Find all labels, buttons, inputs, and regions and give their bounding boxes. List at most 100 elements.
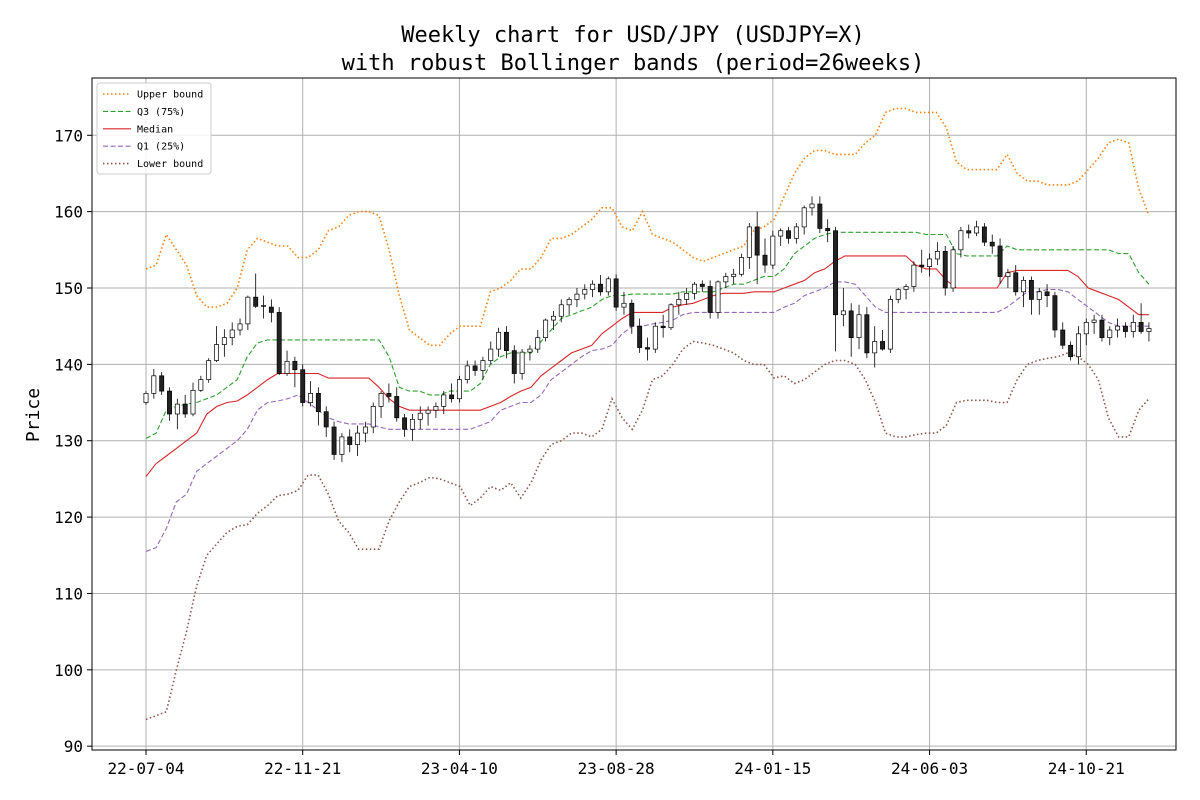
candle-body — [958, 230, 964, 251]
candle-body — [535, 337, 541, 350]
y-tick-label: 120 — [54, 508, 83, 527]
candle-body — [315, 393, 321, 413]
q1-legend-label: Q1 (25%) — [137, 142, 185, 153]
candle-body — [355, 432, 361, 445]
candle-body — [739, 257, 744, 275]
candle-body — [966, 230, 972, 234]
candle-body — [621, 302, 627, 308]
q3-series — [145, 231, 1150, 439]
candle-body — [707, 286, 713, 313]
candle-body — [872, 341, 878, 354]
candle-body — [409, 418, 415, 430]
y-tick-label: 140 — [54, 355, 83, 374]
candle-body — [151, 375, 157, 394]
x-axis: 22-07-04 22-11-21 23-04-10 23-08-28 24-01-15… — [107, 750, 1125, 778]
candle-body — [253, 296, 259, 307]
candle-body — [833, 230, 838, 316]
candle-body — [605, 278, 611, 293]
candle-body — [629, 302, 635, 327]
candle-body — [840, 310, 846, 316]
candle-body — [1146, 328, 1152, 332]
candle-body — [1091, 319, 1097, 323]
candle-body — [652, 325, 658, 350]
candle-body — [942, 250, 948, 289]
candle-body — [911, 264, 917, 287]
lower-legend-label: Lower bound — [137, 159, 203, 170]
candle-body — [229, 329, 235, 338]
chart-title-line1: Weekly chart for USD/JPY (USDJPY=X) — [401, 23, 865, 48]
candle-body — [668, 304, 674, 329]
candle-body — [1021, 280, 1027, 293]
candle-body — [550, 315, 556, 321]
candle-body — [613, 278, 619, 308]
candle-body — [402, 417, 408, 430]
candle-body — [464, 365, 470, 380]
candle-body — [441, 394, 447, 407]
y-tick-label: 160 — [54, 203, 83, 222]
candle-body — [378, 393, 384, 407]
candle-body — [1083, 322, 1089, 335]
candle-body — [190, 389, 196, 415]
candle-body — [503, 331, 509, 351]
candle-body — [174, 403, 180, 415]
candle-body — [1044, 291, 1050, 296]
candle-body — [997, 245, 1003, 277]
candle-body — [809, 203, 815, 209]
candle-body — [1138, 322, 1144, 332]
candle-body — [825, 228, 831, 232]
candle-body — [323, 411, 329, 428]
candle-body — [660, 325, 666, 329]
candle-body — [206, 360, 212, 380]
candle-body — [566, 299, 572, 306]
candle-body — [292, 360, 298, 371]
upper-legend-label: Upper bound — [137, 90, 203, 101]
candle-body — [276, 312, 282, 374]
q3-legend-label: Q3 (75%) — [137, 107, 185, 118]
y-tick-label: 150 — [54, 279, 83, 298]
candle-body — [692, 283, 697, 294]
candle-body — [511, 350, 517, 374]
candle-body — [245, 296, 251, 325]
candle-body — [558, 304, 564, 317]
y-tick-label: 90 — [64, 737, 83, 756]
candle-body — [637, 325, 643, 348]
legend: Upper bound Q3 (75%) Median Q1 (25%) Lower b… — [96, 82, 212, 175]
candle-body — [1068, 344, 1074, 358]
candle-body — [339, 436, 345, 455]
median-series — [145, 255, 1149, 477]
candle-body — [347, 436, 353, 445]
candle-body — [167, 390, 172, 415]
candle-body — [582, 289, 588, 295]
candle-body — [801, 207, 807, 228]
candle-body — [543, 319, 549, 338]
candle-body — [456, 379, 462, 400]
x-tick-label: 24-10-21 — [1048, 759, 1125, 778]
y-tick-label: 110 — [54, 584, 83, 603]
candle-body — [786, 230, 791, 239]
candle-body — [386, 393, 392, 397]
candle-body — [1060, 329, 1066, 346]
x-tick-label: 24-06-03 — [891, 759, 968, 778]
candle-body — [903, 286, 909, 290]
plot-frame — [91, 77, 1177, 751]
candle-body — [143, 393, 149, 403]
candle-body — [645, 347, 650, 350]
candle-body — [778, 230, 784, 237]
candle-body — [715, 281, 721, 313]
candle-body — [519, 351, 525, 374]
candle-body — [754, 226, 760, 256]
candle-body — [1122, 325, 1128, 332]
candle-body — [684, 292, 690, 300]
candle-body — [480, 360, 486, 371]
y-axis-label: Price — [23, 388, 44, 442]
candle-body — [934, 250, 940, 260]
candle-body — [268, 306, 274, 313]
candle-body — [887, 299, 893, 350]
candle-body — [574, 293, 580, 300]
candle-body — [237, 323, 243, 331]
candle-body — [394, 396, 400, 419]
x-tick-label: 22-07-04 — [107, 759, 184, 778]
candle-body — [488, 348, 494, 361]
candle-body — [699, 283, 705, 287]
candle-body — [731, 273, 737, 277]
